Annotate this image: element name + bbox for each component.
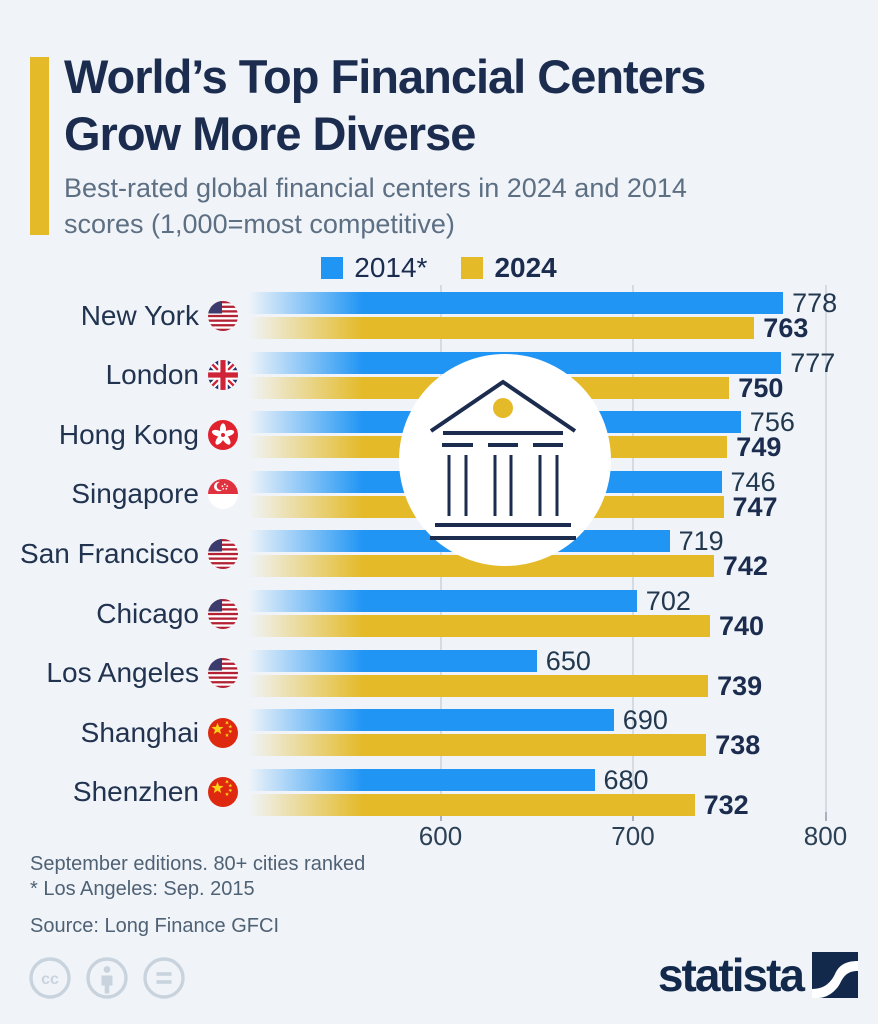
city-name: Chicago <box>96 597 199 629</box>
flag-icon-us <box>208 300 238 331</box>
value-label: 742 <box>722 551 768 582</box>
source-note: Source: Long Finance GFCI <box>30 915 280 937</box>
flag-icon-gb <box>208 360 238 391</box>
axis-tick <box>824 812 827 821</box>
gridline-800 <box>824 285 827 812</box>
bar-2014-los-angeles <box>248 649 537 672</box>
value-label: 747 <box>732 491 778 522</box>
legend-item-2024: 2024 <box>461 252 557 284</box>
footnotes: September editions. 80+ cities ranked * … <box>30 852 365 939</box>
value-label: 746 <box>730 466 776 497</box>
city-name: San Francisco <box>20 537 199 569</box>
row-label-london: London <box>0 359 238 391</box>
city-name: Singapore <box>71 478 199 510</box>
page-title: World’s Top Financial Centers Grow More D… <box>64 48 706 162</box>
flag-icon-sg <box>208 479 238 510</box>
value-label: 719 <box>678 526 724 557</box>
row-label-chicago: Chicago <box>0 598 238 630</box>
city-name: Shenzhen <box>72 776 199 808</box>
value-label: 756 <box>749 407 795 438</box>
legend-label: 2024 <box>494 252 557 283</box>
bar-2014-chicago <box>248 590 637 612</box>
axis-tick-label: 800 <box>803 821 848 851</box>
flag-icon-cn <box>208 717 238 748</box>
cc-icon[interactable]: cc <box>28 956 72 1000</box>
bar-2024-new-york <box>248 317 755 339</box>
bank-emblem-circle <box>399 354 611 566</box>
value-label: 763 <box>763 313 809 343</box>
row-label-shanghai: Shanghai <box>0 717 238 749</box>
legend-item-2014: 2014* <box>321 252 427 284</box>
flag-icon-cn <box>208 777 238 808</box>
chart-legend: 2014* 2024 <box>0 252 878 284</box>
row-label-shenzhen: Shenzhen <box>0 776 238 808</box>
value-label: 650 <box>545 645 591 676</box>
bar-2024-chicago <box>248 615 710 637</box>
value-label: 740 <box>719 611 765 641</box>
row-label-hong-kong: Hong Kong <box>0 419 238 451</box>
axis-tick-label: 600 <box>418 821 463 851</box>
svg-text:cc: cc <box>41 971 59 988</box>
attribution-icon[interactable] <box>85 956 129 1000</box>
equals-icon[interactable] <box>142 956 186 1000</box>
title-accent-bar <box>30 57 49 235</box>
value-label: 732 <box>703 789 749 820</box>
bar-2024-shenzhen <box>248 793 695 816</box>
city-name: New York <box>80 299 199 331</box>
flag-icon-us <box>208 538 238 569</box>
legend-label: 2014* <box>354 252 428 283</box>
license-icons: cc <box>28 956 186 1000</box>
value-label: 738 <box>715 730 761 761</box>
title-line-1: World’s Top Financial Centers <box>64 50 706 103</box>
statista-logo[interactable]: statista <box>658 952 858 998</box>
subtitle-line-1: Best-rated global financial centers in 2… <box>64 173 687 203</box>
statista-logo-mark <box>812 952 858 998</box>
axis-tick-label: 700 <box>611 821 655 851</box>
title-line-2: Grow More Diverse <box>64 107 476 160</box>
bar-2014-shenzhen <box>248 768 595 791</box>
flag-icon-us <box>208 658 238 689</box>
flag-icon-us <box>208 598 238 629</box>
value-label: 749 <box>736 432 782 463</box>
footnote-editions: September editions. 80+ cities ranked <box>30 853 366 875</box>
legend-swatch-icon <box>461 257 484 279</box>
row-label-los-angeles: Los Angeles <box>0 657 238 689</box>
chart-subtitle: Best-rated global financial centers in 2… <box>64 170 687 242</box>
value-label: 702 <box>645 586 691 616</box>
city-name: Hong Kong <box>58 418 199 450</box>
value-label: 680 <box>603 764 649 795</box>
value-label: 739 <box>717 670 763 701</box>
axis-tick <box>439 812 442 821</box>
footnote-asterisk: * Los Angeles: Sep. 2015 <box>30 878 255 900</box>
city-name: Shanghai <box>80 716 199 748</box>
bar-2024-shanghai <box>248 734 707 757</box>
value-label: 777 <box>790 347 836 378</box>
value-label: 778 <box>792 288 838 318</box>
row-label-new-york: New York <box>0 300 238 332</box>
bank-building-icon <box>429 379 577 540</box>
bar-2014-shanghai <box>248 709 614 732</box>
bar-2024-los-angeles <box>248 674 709 697</box>
axis-tick <box>632 812 634 821</box>
city-name: London <box>105 359 199 391</box>
bar-2014-new-york <box>248 292 784 314</box>
legend-swatch-icon <box>321 257 344 279</box>
subtitle-line-2: scores (1,000=most competitive) <box>64 209 455 239</box>
bar-2024-san-francisco <box>248 555 714 578</box>
row-label-singapore: Singapore <box>0 478 238 510</box>
row-label-san-francisco: San Francisco <box>0 538 238 570</box>
statista-wordmark: statista <box>657 949 805 1001</box>
value-label: 750 <box>738 372 784 403</box>
value-label: 690 <box>622 705 668 736</box>
flag-icon-hk <box>208 419 238 450</box>
city-name: Los Angeles <box>46 657 199 689</box>
